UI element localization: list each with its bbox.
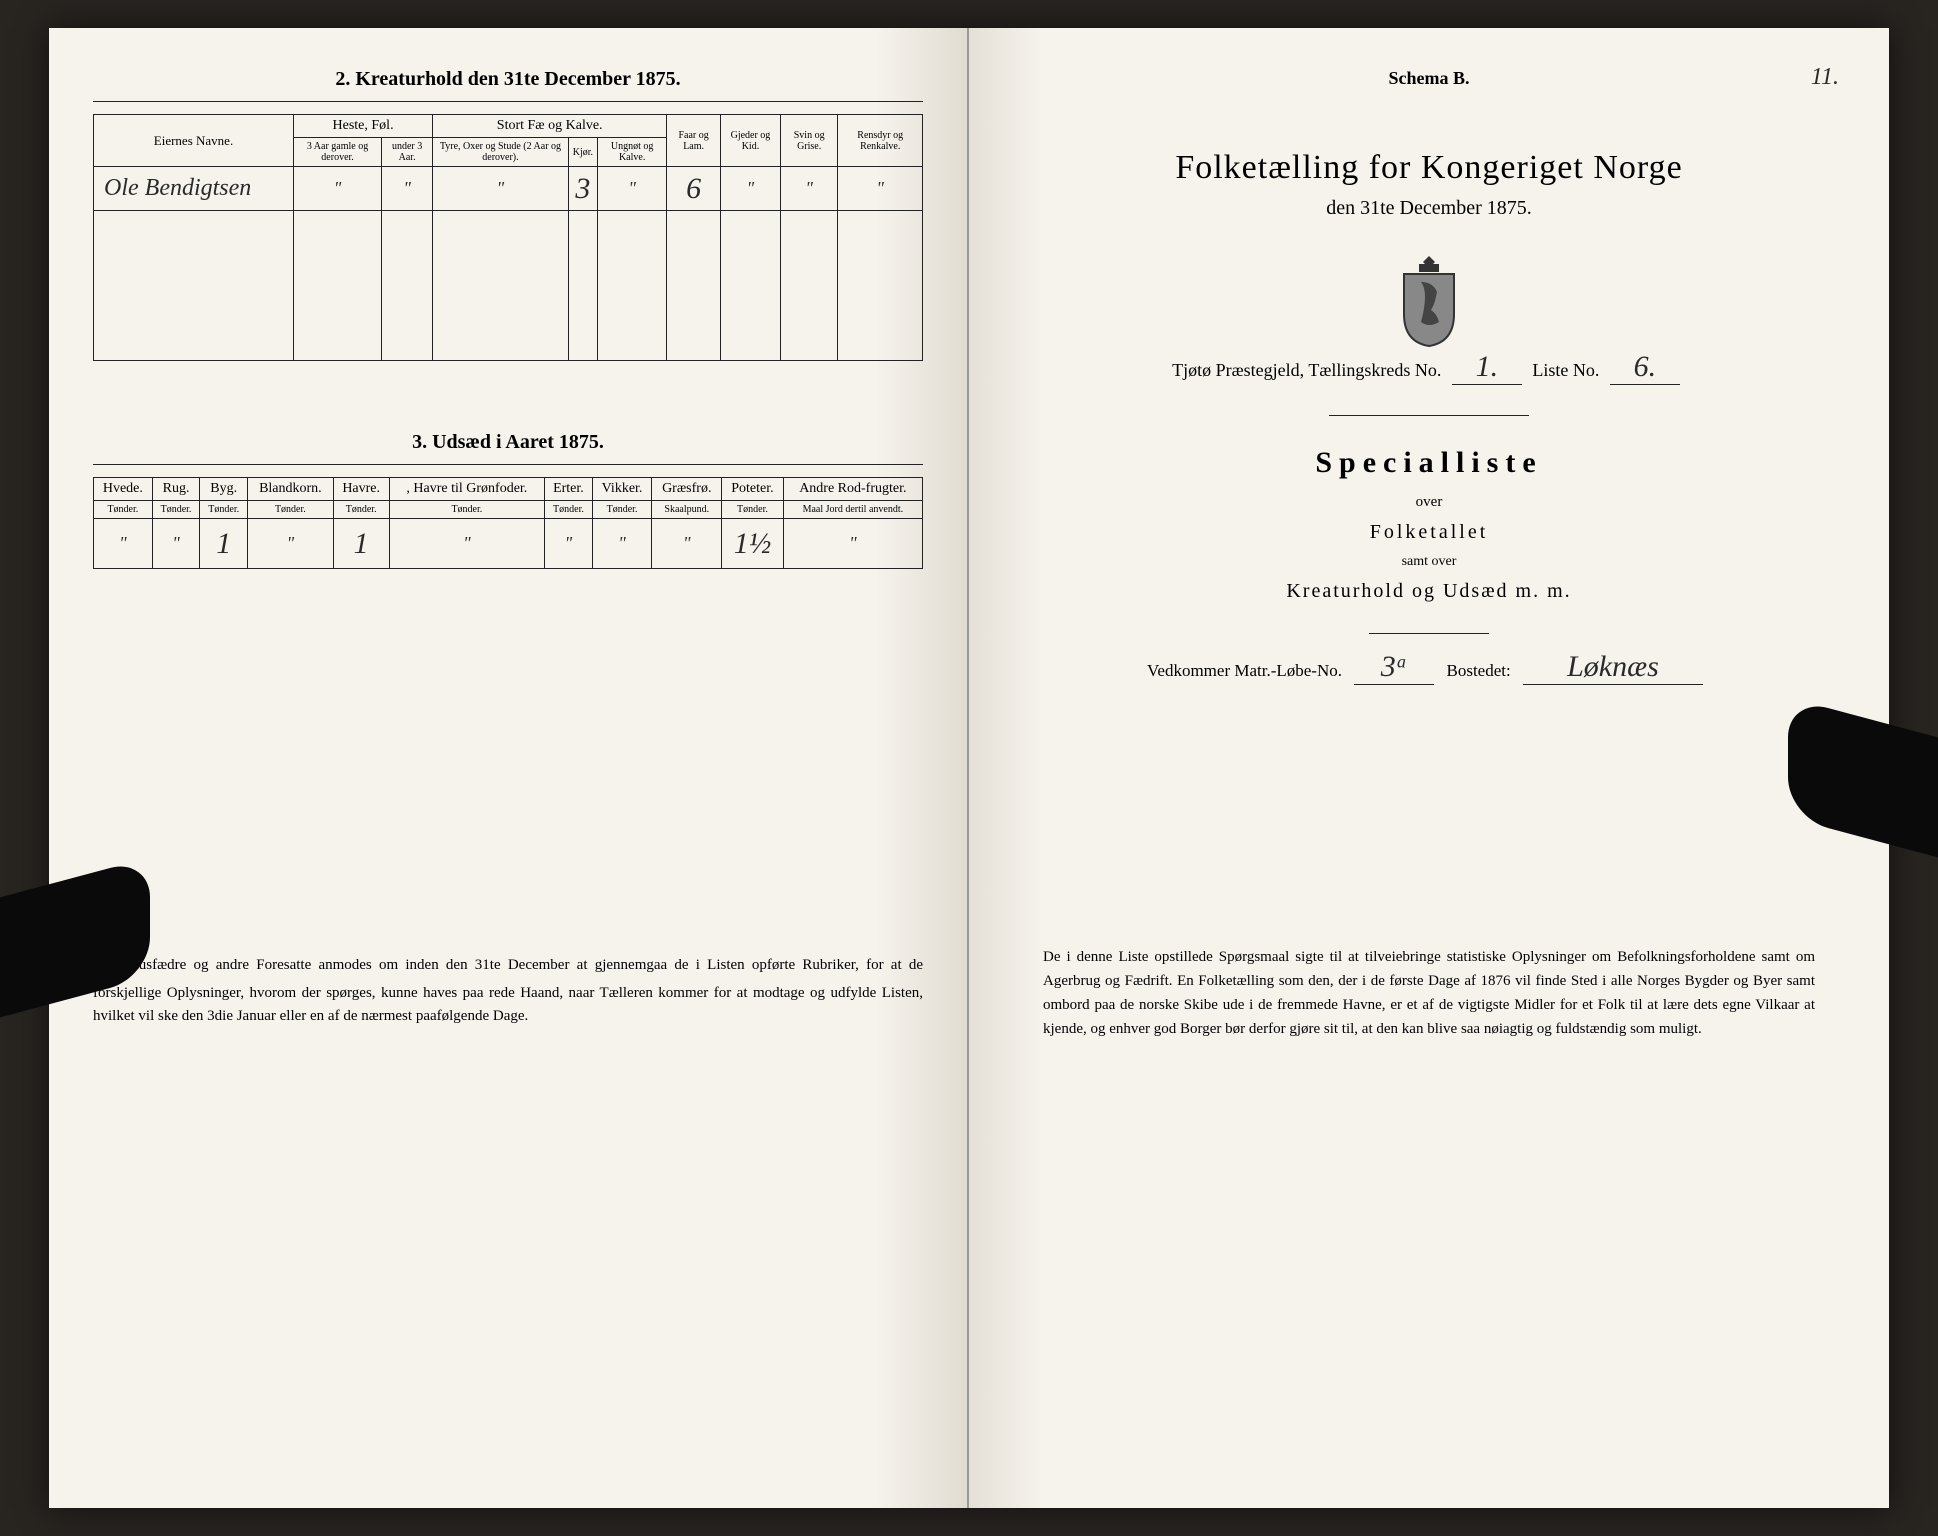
- col-owner: Eiernes Navne.: [94, 115, 294, 167]
- col-poteter: Poteter.: [722, 478, 784, 501]
- cell: ": [433, 167, 569, 211]
- col-havregron: , Havre til Grønfoder.: [389, 478, 545, 501]
- vedk-prefix: Vedkommer Matr.-Løbe-No.: [1147, 661, 1342, 680]
- sub-tonder: Tønder.: [592, 501, 652, 519]
- sub-tonder: Tønder.: [389, 501, 545, 519]
- col-byg: Byg.: [200, 478, 248, 501]
- divider: [93, 464, 923, 465]
- bosted-label: Bostedet:: [1447, 661, 1511, 680]
- liste-no: 6.: [1610, 350, 1680, 385]
- cell: ": [720, 167, 780, 211]
- census-info-line: Tjøtø Præstegjeld, Tællingskreds No. 1. …: [1013, 350, 1845, 385]
- section2-title: 2. Kreaturhold den 31te December 1875.: [93, 68, 923, 91]
- sub-tonder: Tønder.: [722, 501, 784, 519]
- matr-no: 3ᵃ: [1354, 650, 1434, 685]
- table-row-empty: [94, 211, 923, 361]
- divider: [1369, 633, 1489, 634]
- main-title: Folketælling for Kongeriget Norge: [1013, 149, 1845, 187]
- right-page: 11. Schema B. Folketælling for Kongerige…: [969, 28, 1889, 1508]
- cell: 1: [333, 519, 389, 569]
- bosted: Løknæs: [1523, 650, 1703, 685]
- coat-of-arms-icon: [1389, 250, 1469, 350]
- cell: ": [389, 519, 545, 569]
- book-spread: 2. Kreaturhold den 31te December 1875. E…: [49, 28, 1889, 1508]
- sub-tonder: Tønder.: [248, 501, 334, 519]
- cell: ": [652, 519, 722, 569]
- folketallet-label: Folketallet: [1013, 521, 1845, 544]
- col-group-heste: Heste, Føl.: [294, 115, 433, 138]
- col-erter: Erter.: [545, 478, 593, 501]
- cell: ": [94, 519, 153, 569]
- col-stort1: Tyre, Oxer og Stude (2 Aar og derover).: [433, 138, 569, 167]
- sub-maal: Maal Jord dertil anvendt.: [783, 501, 922, 519]
- cell: ": [598, 167, 667, 211]
- schema-label: Schema B.: [1013, 68, 1845, 89]
- col-group-stort: Stort Fæ og Kalve.: [433, 115, 667, 138]
- col-blandkorn: Blandkorn.: [248, 478, 334, 501]
- kreatur-table: Eiernes Navne. Heste, Føl. Stort Fæ og K…: [93, 114, 923, 361]
- cell: ": [248, 519, 334, 569]
- cell: ": [545, 519, 593, 569]
- col-andre: Andre Rod-frugter.: [783, 478, 922, 501]
- col-svin: Svin og Grise.: [780, 115, 837, 167]
- left-page: 2. Kreaturhold den 31te December 1875. E…: [49, 28, 969, 1508]
- liste-label: Liste No.: [1532, 360, 1599, 380]
- kreds-no: 1.: [1452, 350, 1522, 385]
- sub-title: den 31te December 1875.: [1013, 197, 1845, 220]
- col-vikker: Vikker.: [592, 478, 652, 501]
- col-rensdyr: Rensdyr og Renkalve.: [838, 115, 923, 167]
- sub-tonder: Tønder.: [200, 501, 248, 519]
- section3-title: 3. Udsæd i Aaret 1875.: [93, 431, 923, 454]
- right-footnote: De i denne Liste opstillede Spørgsmaal s…: [1013, 945, 1845, 1041]
- vedkommer-line: Vedkommer Matr.-Løbe-No. 3ᵃ Bostedet: Lø…: [1013, 650, 1845, 685]
- cell: ": [382, 167, 433, 211]
- page-number: 11.: [1811, 64, 1839, 91]
- col-graesfro: Græsfrø.: [652, 478, 722, 501]
- table-row: " " 1 " 1 " " " " 1½ ": [94, 519, 923, 569]
- sub-skaalpund: Skaalpund.: [652, 501, 722, 519]
- sub-tonder: Tønder.: [333, 501, 389, 519]
- left-footnote: ☞ Husfædre og andre Foresatte anmodes om…: [93, 949, 923, 1027]
- sub-tonder: Tønder.: [152, 501, 200, 519]
- col-stort3: Ungnøt og Kalve.: [598, 138, 667, 167]
- col-havre: Havre.: [333, 478, 389, 501]
- cell: ": [294, 167, 382, 211]
- kreaturhold-label: Kreaturhold og Udsæd m. m.: [1013, 580, 1845, 603]
- col-stort2: Kjør.: [568, 138, 597, 167]
- footnote-text: Husfædre og andre Foresatte anmodes om i…: [93, 957, 923, 1024]
- cell: ": [838, 167, 923, 211]
- divider: [1329, 415, 1529, 416]
- udsaed-table: Hvede. Rug. Byg. Blandkorn. Havre. , Hav…: [93, 477, 923, 569]
- sub-tonder: Tønder.: [94, 501, 153, 519]
- table-row: Ole Bendigtsen " " " 3 " 6 " " ": [94, 167, 923, 211]
- info-prefix: Tjøtø Præstegjeld, Tællingskreds No.: [1172, 360, 1441, 380]
- cell: ": [783, 519, 922, 569]
- col-rug: Rug.: [152, 478, 200, 501]
- cell: ": [592, 519, 652, 569]
- cell: 6: [667, 167, 721, 211]
- samt-label: samt over: [1013, 554, 1845, 570]
- sub-tonder: Tønder.: [545, 501, 593, 519]
- divider: [93, 101, 923, 102]
- col-faar: Faar og Lam.: [667, 115, 721, 167]
- cell: 1½: [722, 519, 784, 569]
- cell: ": [780, 167, 837, 211]
- col-heste2: under 3 Aar.: [382, 138, 433, 167]
- cell: 1: [200, 519, 248, 569]
- col-gjeder: Gjeder og Kid.: [720, 115, 780, 167]
- cell: 3: [568, 167, 597, 211]
- col-hvede: Hvede.: [94, 478, 153, 501]
- owner-name: Ole Bendigtsen: [94, 167, 294, 211]
- col-heste1: 3 Aar gamle og derover.: [294, 138, 382, 167]
- specialliste-title: Specialliste: [1013, 446, 1845, 480]
- over-label: over: [1013, 494, 1845, 511]
- cell: ": [152, 519, 200, 569]
